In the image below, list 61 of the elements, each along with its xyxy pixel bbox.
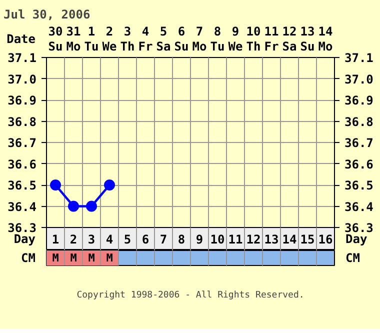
y2-tick-label: 37.1 (344, 51, 374, 65)
y-tick-label: 37.1 (8, 51, 37, 65)
chart-title: Jul 30, 2006 (4, 8, 90, 22)
x-tick-label: 3 (88, 232, 96, 246)
x-tick-label: 6 (142, 232, 150, 246)
x2-tick-label: 8 Tu (210, 24, 225, 54)
y2-tick-label: 36.7 (344, 136, 374, 150)
x-tick-label: 1 (52, 232, 60, 246)
y2-tick-label: 36.5 (344, 178, 374, 192)
y2-tick-label: 36.4 (344, 200, 374, 214)
x-tick-label: 7 (160, 232, 168, 246)
x-tick-label: 4 (106, 232, 114, 246)
x2-tick-label: 14 Mo (318, 24, 333, 54)
x2-tick-label: 10 Th (246, 24, 261, 54)
y-tick-label: 37.0 (8, 72, 37, 86)
y-tick-label: 36.8 (8, 114, 37, 129)
y2-tick-label: 36.9 (344, 94, 374, 108)
x2-axis-title: Date (6, 32, 36, 46)
y2-tick-label: 36.6 (344, 157, 374, 172)
text: M (70, 252, 78, 264)
text: CM (346, 251, 360, 265)
x2-tick-label: 11 Fr (264, 24, 279, 54)
x2-tick-label: 31 Mo (66, 24, 81, 54)
x-tick-label: 10 (210, 232, 225, 246)
x-tick-label: 9 (196, 232, 204, 246)
x-tick-label: 16 (318, 232, 333, 246)
x-tick-label: 12 (246, 232, 261, 246)
x2-tick-label: 9 We (228, 24, 243, 54)
x2-tick-label: 4 Fr (138, 24, 153, 54)
text: M (88, 252, 96, 264)
y-tick-label: 36.3 (8, 221, 37, 235)
y2-tick-label: 37.0 (344, 72, 374, 86)
text: Day (346, 232, 368, 246)
x-tick-label: 13 (264, 232, 279, 246)
text: Copyright 1998-2006 - All Rights Reserved. (76, 290, 304, 300)
x-tick-label: 11 (228, 232, 243, 246)
y-tick-label: 36.4 (8, 200, 37, 214)
text: M (106, 252, 114, 264)
y-tick-label: 36.7 (8, 136, 37, 150)
x2-tick-label: 3 Th (120, 24, 135, 54)
y2-tick-label: 36.3 (344, 221, 374, 235)
x-tick-label: 5 (124, 232, 132, 246)
x2-tick-label: 1 Tu (84, 24, 99, 54)
y-tick-label: 36.6 (8, 157, 37, 172)
y-tick-label: 36.9 (8, 94, 37, 108)
x2-tick-label: 2 We (102, 24, 117, 54)
x2-tick-label: 13 Su (300, 24, 315, 54)
x-tick-label: 8 (178, 232, 186, 246)
x-tick-label: 2 (70, 232, 78, 246)
y-tick-label: 36.5 (8, 178, 37, 192)
x2-tick-label: 7 Mo (192, 24, 207, 54)
text: M (52, 252, 60, 264)
x-tick-label: 15 (300, 232, 315, 246)
x2-tick-label: 30 Su (48, 24, 63, 54)
x2-tick-label: 5 Sa (156, 24, 171, 54)
y2-tick-label: 36.8 (344, 114, 374, 129)
x-axis-title: Day (14, 232, 36, 246)
x2-tick-label: 12 Sa (282, 24, 297, 54)
text: CM (21, 251, 36, 265)
x2-tick-label: 6 Su (174, 24, 189, 54)
x-tick-label: 14 (282, 232, 297, 246)
